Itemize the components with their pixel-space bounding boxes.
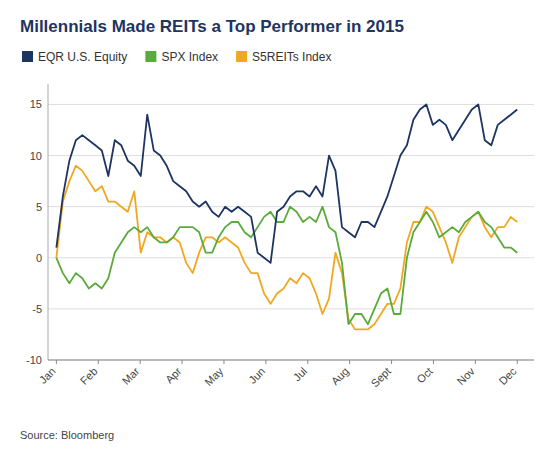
- x-tick-label: Mar: [120, 365, 142, 387]
- x-tick-label: Jul: [291, 365, 309, 383]
- x-tick-label: Aug: [329, 365, 351, 387]
- legend-item: S5REITs Index: [236, 50, 331, 64]
- x-tick: [307, 360, 308, 364]
- x-tick-label: Dec: [496, 365, 519, 388]
- line: [56, 207, 517, 325]
- legend-label: S5REITs Index: [252, 50, 331, 64]
- grid-line: [48, 360, 534, 361]
- x-tick-label: Sept: [368, 365, 392, 389]
- x-tick: [475, 360, 476, 364]
- y-tick-label: 10: [30, 150, 42, 162]
- x-tick: [391, 360, 392, 364]
- x-tick: [140, 360, 141, 364]
- x-tick: [349, 360, 350, 364]
- x-tick-label: Jun: [246, 365, 267, 386]
- x-tick: [265, 360, 266, 364]
- legend-item: SPX Index: [145, 50, 218, 64]
- title: Millennials Made REITs a Top Performer i…: [20, 17, 404, 36]
- chart: Millennials Made REITs a Top Performer i…: [0, 0, 550, 451]
- y-tick-label: 15: [30, 98, 42, 110]
- source: Source: Bloomberg: [20, 429, 114, 441]
- x-axis-line: [48, 360, 534, 361]
- legend-swatch: [22, 51, 33, 62]
- x-tick-label: Oct: [414, 365, 435, 386]
- line: [56, 166, 517, 330]
- y-tick-label: 0: [36, 252, 42, 264]
- x-tick-label: Jan: [37, 365, 58, 386]
- legend-label: EQR U.S. Equity: [38, 50, 127, 64]
- x-tick-label: Apr: [163, 365, 184, 386]
- grid-line: [48, 308, 534, 309]
- x-tick-label: Feb: [78, 365, 100, 387]
- x-tick: [182, 360, 183, 364]
- grid-line: [48, 257, 534, 258]
- x-tick: [56, 360, 57, 364]
- x-tick-label: Nov: [454, 365, 477, 388]
- x-tick-label: May: [202, 365, 226, 389]
- grid-line: [48, 104, 534, 105]
- y-tick-label: -5: [32, 303, 42, 315]
- y-tick-label: 5: [36, 201, 42, 213]
- y-axis-line: [48, 84, 49, 360]
- grid-line: [48, 155, 534, 156]
- x-tick: [223, 360, 224, 364]
- line: [56, 104, 517, 262]
- legend-item: EQR U.S. Equity: [22, 50, 127, 64]
- x-tick: [98, 360, 99, 364]
- y-tick-label: -10: [26, 354, 42, 366]
- x-tick: [433, 360, 434, 364]
- legend-label: SPX Index: [161, 50, 218, 64]
- legend-swatch: [145, 51, 156, 62]
- x-tick: [517, 360, 518, 364]
- legend-swatch: [236, 51, 247, 62]
- plot-area: [56, 104, 517, 329]
